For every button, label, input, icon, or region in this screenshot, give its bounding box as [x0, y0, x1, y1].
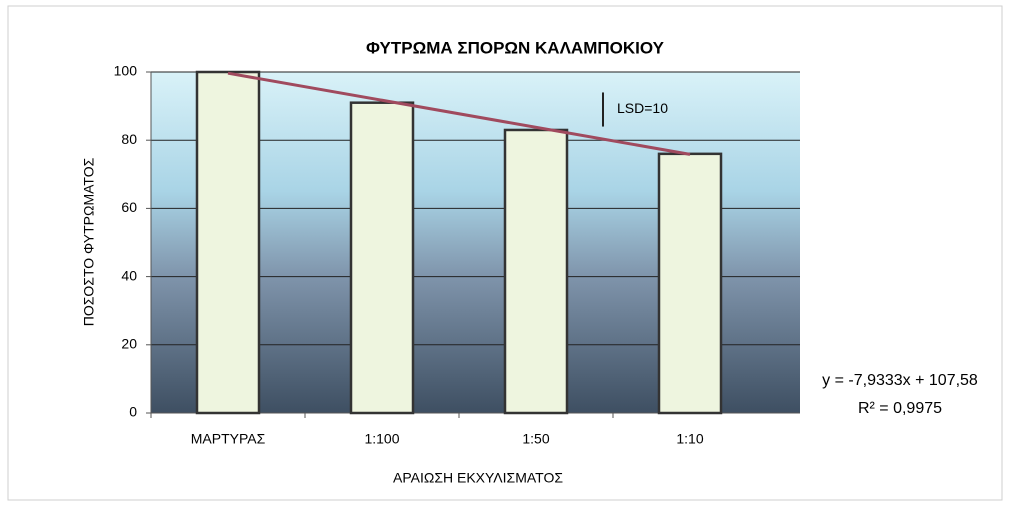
y-tick-label: 100: [114, 63, 138, 79]
bar: [503, 128, 569, 415]
trendline: [227, 71, 691, 156]
bar: [349, 101, 415, 415]
r-squared: R² = 0,9975: [858, 400, 942, 417]
x-axis-title: ΑΡΑΙΩΣΗ ΕΚΧΥΛΙΣΜΑΤΟΣ: [393, 470, 563, 486]
y-tick-label: 20: [121, 336, 137, 352]
trend-equation: y = -7,9333x + 107,58: [822, 372, 978, 389]
y-tick-label: 60: [121, 199, 137, 215]
x-tick-label: 1:100: [364, 431, 399, 447]
bar: [657, 152, 723, 415]
y-tick-label: 0: [129, 404, 137, 420]
x-tick-label: 1:50: [522, 431, 549, 447]
chart-title: ΦΥΤΡΩΜΑ ΣΠΟΡΩΝ ΚΑΛΑΜΠΟΚΙΟΥ: [366, 38, 665, 57]
x-tick-label: 1:10: [676, 431, 703, 447]
y-axis-title: ΠΟΣΟΣΤΟ ΦΥΤΡΩΜΑΤΟΣ: [81, 157, 97, 326]
bar: [195, 70, 261, 415]
x-tick-label: ΜΑΡΤΥΡΑΣ: [191, 431, 266, 447]
y-tick-label: 40: [121, 267, 137, 283]
y-tick-label: 80: [121, 131, 137, 147]
lsd-label: LSD=10: [617, 100, 668, 116]
